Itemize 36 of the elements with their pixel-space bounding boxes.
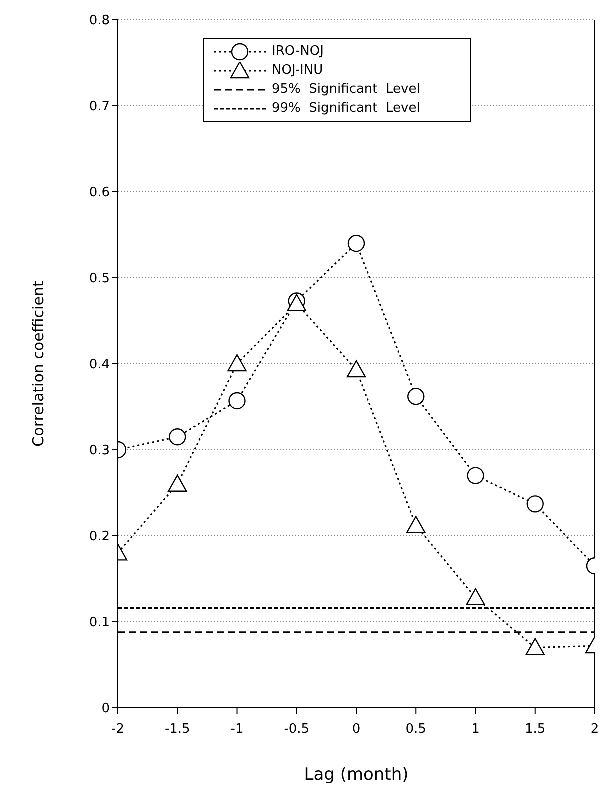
legend-label: 95% Significant Level [272, 82, 420, 97]
point [346, 360, 366, 378]
point [526, 638, 545, 656]
y-tick-label: 0.4 [89, 358, 110, 373]
point [168, 474, 188, 492]
y-tick-label: 0.3 [89, 444, 110, 459]
point [348, 235, 366, 252]
point [467, 467, 484, 484]
x-tick-label: 1.5 [525, 722, 546, 738]
legend-label: NOJ-INU [272, 63, 324, 78]
point [406, 516, 426, 534]
y-tick-label: 0 [102, 702, 110, 717]
x-tick-label: -1.5 [164, 722, 190, 738]
x-axis-title: Lag (month) [304, 765, 409, 786]
y-tick-label: 0.7 [89, 100, 110, 115]
x-tick-label: -0.5 [284, 722, 310, 738]
legend-label: 99% Significant Level [272, 101, 420, 116]
legend-label: IRO-NOJ [272, 44, 324, 59]
y-tick-label: 0.8 [89, 14, 110, 29]
point [228, 392, 246, 410]
y-tick-label: 0.2 [89, 530, 110, 545]
x-tick-label: -2 [112, 722, 124, 738]
x-tick-label: 0.5 [406, 722, 426, 738]
x-tick-label: 1 [472, 722, 480, 738]
x-tick-label: 2 [590, 722, 600, 738]
y-tick-label: 0.6 [89, 186, 110, 201]
y-tick-label: 0.5 [89, 272, 110, 287]
x-tick-label: -1 [230, 722, 244, 738]
y-axis-title: Correlation coefficient [29, 281, 48, 447]
x-tick-label: 0 [352, 722, 361, 738]
point [408, 388, 425, 406]
y-tick-label: 0.1 [89, 616, 110, 631]
point [169, 428, 186, 446]
point [466, 588, 486, 606]
point [228, 354, 247, 372]
point [526, 496, 544, 513]
